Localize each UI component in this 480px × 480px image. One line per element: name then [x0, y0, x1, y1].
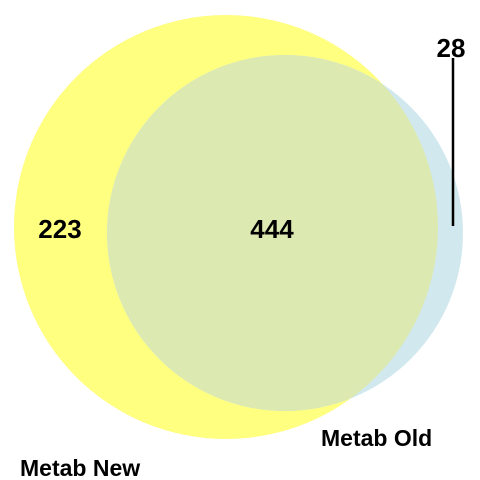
overlap-region — [107, 55, 438, 411]
count-only-metab-new: 223 — [38, 214, 81, 244]
count-only-metab-old: 28 — [437, 33, 466, 63]
count-overlap: 444 — [250, 214, 294, 244]
set-label-metab-old: Metab Old — [321, 425, 432, 451]
set-label-metab-new: Metab New — [20, 455, 140, 480]
